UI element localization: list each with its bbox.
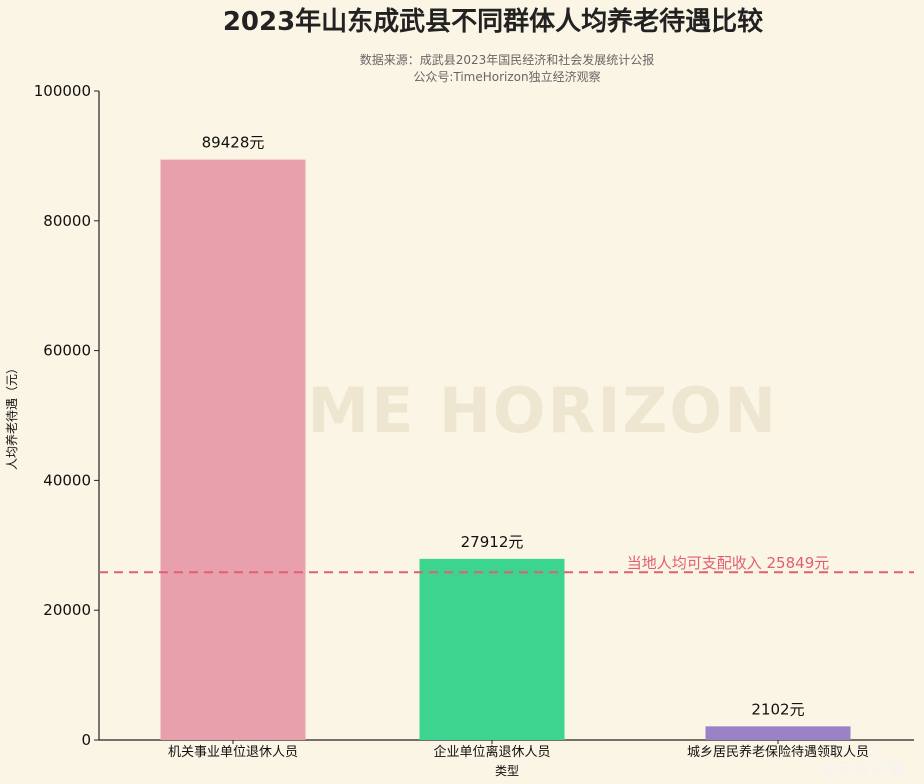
chart-title: 2023年山东成武县不同群体人均养老待遇比较 xyxy=(223,6,763,37)
bar-value-label: 2102元 xyxy=(751,700,804,718)
bar xyxy=(419,558,565,740)
y-tick-label: 60000 xyxy=(43,342,91,360)
x-tick-label: 企业单位离退休人员 xyxy=(433,744,550,760)
reference-line-label: 当地人均可支配收入 25849元 xyxy=(627,554,830,572)
bar xyxy=(160,159,306,740)
y-tick-label: 40000 xyxy=(43,471,91,489)
y-tick-label: 20000 xyxy=(43,601,91,619)
x-tick-label: 机关事业单位退休人员 xyxy=(168,745,298,760)
plot-area: 0 20000 40000 60000 80000 100000 89428元机关事业单位退… xyxy=(34,82,914,760)
credit-text: @云乡访客 xyxy=(820,760,905,780)
chart-subtitle-account: 公众号:TimeHorizon独立经济观察 xyxy=(413,69,600,84)
x-tick-label: 城乡居民养老保险待遇领取人员 xyxy=(687,744,869,760)
watermark: TIME HORIZON xyxy=(238,374,778,447)
bar-value-label: 89428元 xyxy=(202,134,265,152)
bar-value-label: 27912元 xyxy=(461,533,524,551)
y-tick-label: 0 xyxy=(81,731,91,749)
y-tick-label: 80000 xyxy=(43,212,91,230)
chart-subtitle-source: 数据来源：成武县2023年国民经济和社会发展统计公报 xyxy=(360,52,655,67)
bar xyxy=(705,726,851,740)
x-axis-label: 类型 xyxy=(495,764,519,778)
y-tick-label: 100000 xyxy=(34,82,91,100)
y-axis-label: 人均养老待遇（元） xyxy=(4,362,19,470)
